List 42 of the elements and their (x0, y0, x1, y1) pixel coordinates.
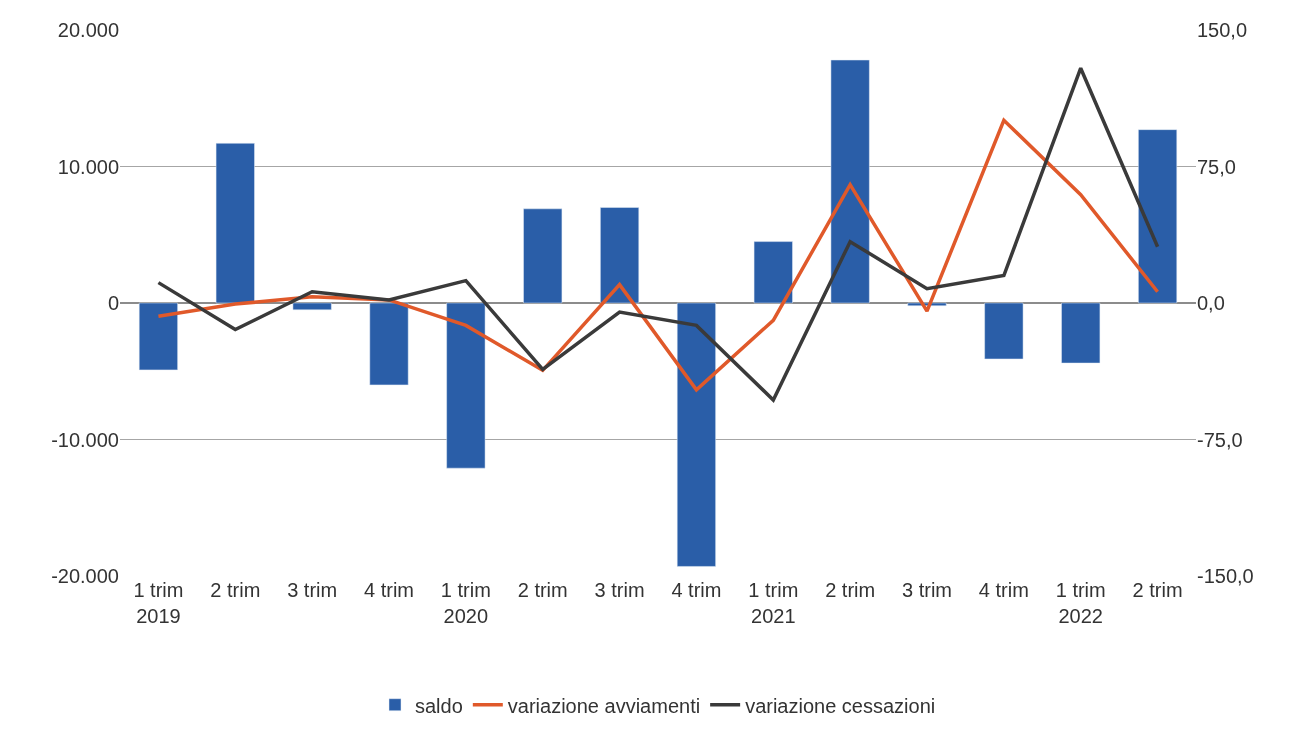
y2-tick-label: 0,0 (1197, 292, 1225, 314)
line-series (156, 118, 1160, 392)
x-tick-label: 1 trim 2020 (440, 579, 491, 627)
bar (215, 143, 255, 304)
y-tick-label: 0 (107, 292, 119, 314)
y-tick-label: -20.000 (51, 565, 119, 587)
y2-tick-label: 75,0 (1197, 155, 1236, 178)
y-tick-label: -10.000 (51, 428, 119, 451)
bar (523, 208, 563, 304)
bar (292, 302, 332, 311)
bar (830, 59, 870, 304)
legend-label: variazione cessazioni (745, 694, 936, 717)
bar (138, 302, 178, 371)
bar (676, 302, 716, 567)
x-tick-label: 4 trim (978, 579, 1029, 601)
legend-label: saldo (415, 694, 463, 717)
bar (600, 207, 640, 304)
bar (446, 302, 486, 469)
bar (753, 241, 793, 304)
bar (1138, 129, 1178, 304)
y2-tick-label: 150,0 (1197, 19, 1248, 41)
bar (984, 302, 1024, 360)
bar (1061, 302, 1101, 364)
x-tick-label: 4 trim (671, 579, 722, 601)
x-tick-label: 1 trim 2019 (133, 579, 184, 627)
line-series (156, 66, 1160, 402)
legend-label: variazione avviamenti (507, 694, 701, 717)
x-tick-label: 1 trim 2021 (748, 579, 799, 627)
x-tick-label: 3 trim (902, 579, 952, 601)
y-tick-label: 10.000 (57, 155, 119, 178)
x-tick-label: 2 trim (1132, 579, 1183, 601)
x-tick-label: 2 trim (825, 579, 876, 601)
x-tick-label: 2 trim (210, 579, 261, 601)
x-tick-label: 3 trim (594, 579, 645, 601)
x-tick-label: 3 trim (287, 579, 338, 601)
x-tick-label: 1 trim 2022 (1055, 579, 1106, 627)
y2-tick-label: -150,0 (1197, 565, 1254, 587)
y2-tick-label: -75,0 (1197, 428, 1243, 451)
x-tick-label: 4 trim (364, 579, 414, 601)
y-tick-label: 20.000 (57, 19, 119, 41)
x-tick-label: 2 trim (517, 579, 568, 601)
bar (369, 302, 409, 386)
